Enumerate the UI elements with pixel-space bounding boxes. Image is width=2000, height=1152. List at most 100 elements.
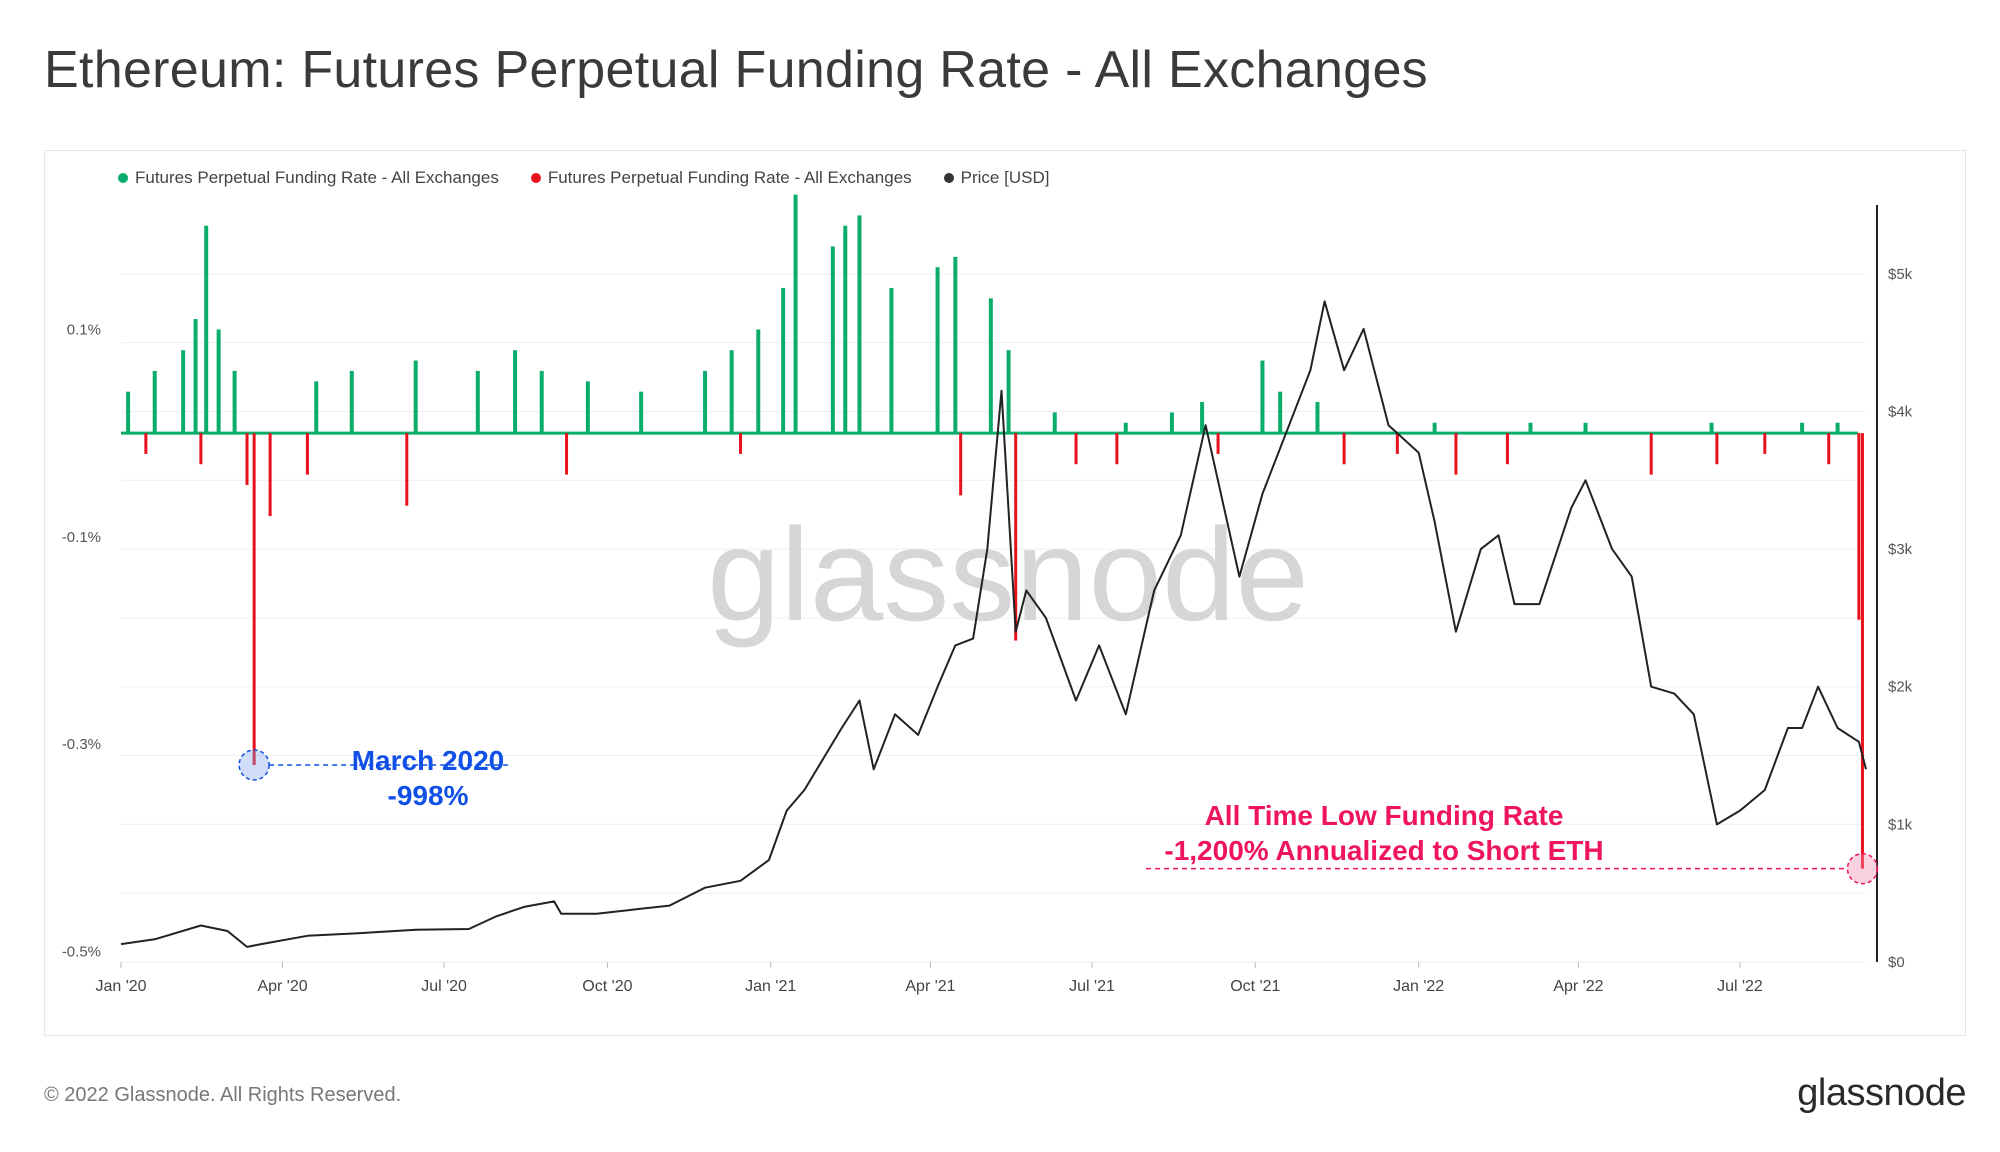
annotation-atl-line2: -1,200% Annualized to Short ETH — [1164, 835, 1603, 866]
left-axis-tick-label: 0.1% — [67, 321, 101, 338]
positive-funding-bar — [1052, 412, 1057, 434]
positive-funding-bar — [181, 350, 186, 434]
negative-funding-bars — [144, 433, 1864, 869]
right-axis-tick-label: $1k — [1888, 816, 1913, 833]
negative-funding-bar — [144, 433, 148, 454]
negative-funding-bar — [1342, 433, 1346, 465]
positive-funding-bar — [1315, 402, 1320, 434]
x-axis-tick-label: Jul '20 — [421, 978, 467, 995]
negative-funding-bar — [1715, 433, 1719, 465]
negative-funding-bar — [739, 433, 743, 454]
annotations: March 2020 -998% All Time Low Funding Ra… — [238, 745, 1879, 885]
axes: 0.1% -0.1% -0.3% -0.5% $5k $4k $3k $2k $1k $0 Jan … — [62, 205, 1913, 995]
positive-funding-bar — [349, 370, 354, 434]
positive-funding-bar — [793, 194, 798, 434]
annotation-atl-marker — [1846, 852, 1879, 885]
positive-funding-bar — [830, 246, 835, 434]
right-axis-tick-label: $4k — [1888, 403, 1913, 420]
positive-funding-bar — [988, 298, 993, 434]
positive-funding-bar — [639, 391, 644, 434]
negative-funding-bar — [1216, 433, 1220, 454]
negative-funding-bar — [959, 433, 963, 496]
right-axis-tick-label: $3k — [1888, 541, 1913, 558]
positive-funding-bar — [953, 256, 958, 434]
x-axis-tick-label: Jan '20 — [95, 978, 146, 995]
positive-funding-bar — [1006, 350, 1011, 434]
positive-funding-bar — [703, 370, 708, 434]
right-axis-tick-label: $0 — [1888, 954, 1905, 971]
positive-funding-bar — [1200, 402, 1205, 434]
negative-funding-bar — [1857, 433, 1861, 620]
positive-funding-bar — [193, 319, 198, 434]
watermark: glassnode — [707, 501, 1309, 648]
positive-funding-bar — [314, 381, 319, 434]
price-series — [120, 300, 1867, 948]
legend-label: Price [USD] — [960, 168, 1050, 187]
negative-funding-bar — [252, 433, 256, 765]
positive-funding-bar — [843, 225, 848, 434]
negative-funding-bar — [199, 433, 203, 465]
positive-funding-bar — [729, 350, 734, 434]
positive-funding-bar — [1260, 360, 1265, 434]
negative-funding-bar — [1827, 433, 1831, 465]
legend-dot-black — [943, 173, 954, 183]
x-axis-tick-label: Oct '21 — [1230, 978, 1280, 995]
positive-funding-bar — [1709, 422, 1714, 434]
legend-item-negative-funding[interactable]: Futures Perpetual Funding Rate - All Exc… — [530, 168, 912, 188]
x-axis-tick-label: Jul '22 — [1717, 978, 1763, 995]
chart-frame — [44, 150, 1966, 1036]
positive-funding-bar — [781, 287, 786, 434]
legend-dot-red — [530, 173, 541, 183]
positive-funding-bar — [935, 267, 940, 434]
positive-funding-bar — [1835, 422, 1840, 434]
annotation-march-2020-line1: March 2020 — [352, 745, 505, 776]
positive-funding-bar — [1123, 422, 1128, 434]
positive-funding-bar — [413, 360, 418, 434]
annotation-march-2020-marker — [238, 749, 270, 781]
legend-item-positive-funding[interactable]: Futures Perpetual Funding Rate - All Exc… — [118, 168, 499, 188]
positive-funding-bar — [126, 391, 131, 434]
positive-funding-bar — [889, 287, 894, 434]
price-line — [120, 300, 1867, 948]
x-axis-tick-label: Apr '21 — [905, 978, 955, 995]
x-axis-tick-label: Apr '22 — [1553, 978, 1603, 995]
positive-funding-bar — [756, 329, 761, 434]
positive-funding-bar — [1432, 422, 1437, 434]
positive-funding-bar — [857, 215, 862, 434]
left-axis-tick-label: -0.3% — [62, 736, 101, 753]
page-title: Ethereum: Futures Perpetual Funding Rate… — [44, 41, 1428, 99]
negative-funding-bar — [1454, 433, 1458, 475]
legend-dot-green — [118, 173, 128, 183]
x-axis-tick-label: Oct '20 — [582, 978, 632, 995]
positive-funding-bar — [1800, 422, 1805, 434]
right-axis-tick-label: $5k — [1888, 266, 1913, 283]
negative-funding-bar — [405, 433, 409, 506]
negative-funding-bar — [1763, 433, 1767, 454]
negative-funding-bar — [1014, 433, 1018, 641]
negative-funding-bar — [1860, 433, 1864, 869]
x-axis-tick-label: Apr '20 — [257, 978, 307, 995]
positive-funding-bar — [204, 225, 209, 434]
negative-funding-bar — [1115, 433, 1119, 465]
copyright-footer: © 2022 Glassnode. All Rights Reserved. — [44, 1084, 402, 1106]
positive-funding-bar — [513, 350, 518, 434]
positive-funding-bar — [216, 329, 221, 434]
negative-funding-bar — [1074, 433, 1078, 465]
chart-legend: Futures Perpetual Funding Rate - All Exc… — [118, 168, 1049, 188]
legend-label: Futures Perpetual Funding Rate - All Exc… — [547, 168, 912, 187]
negative-funding-bar — [1505, 433, 1509, 465]
annotation-march-2020-line2: -998% — [388, 780, 469, 811]
positive-funding-bar — [539, 370, 544, 434]
left-axis-tick-label: -0.5% — [62, 944, 101, 961]
legend-label: Futures Perpetual Funding Rate - All Exc… — [135, 168, 499, 187]
positive-funding-bar — [152, 370, 157, 434]
grid-lines — [121, 273, 1866, 963]
negative-funding-bar — [305, 433, 309, 475]
right-axis-tick-label: $2k — [1888, 679, 1913, 696]
legend-item-price[interactable]: Price [USD] — [943, 168, 1050, 188]
glassnode-logo: glassnode — [1797, 1072, 1966, 1114]
positive-funding-bar — [1169, 412, 1174, 434]
positive-funding-bar — [232, 370, 237, 434]
positive-funding-bar — [475, 370, 480, 434]
positive-funding-bar — [1528, 422, 1533, 434]
